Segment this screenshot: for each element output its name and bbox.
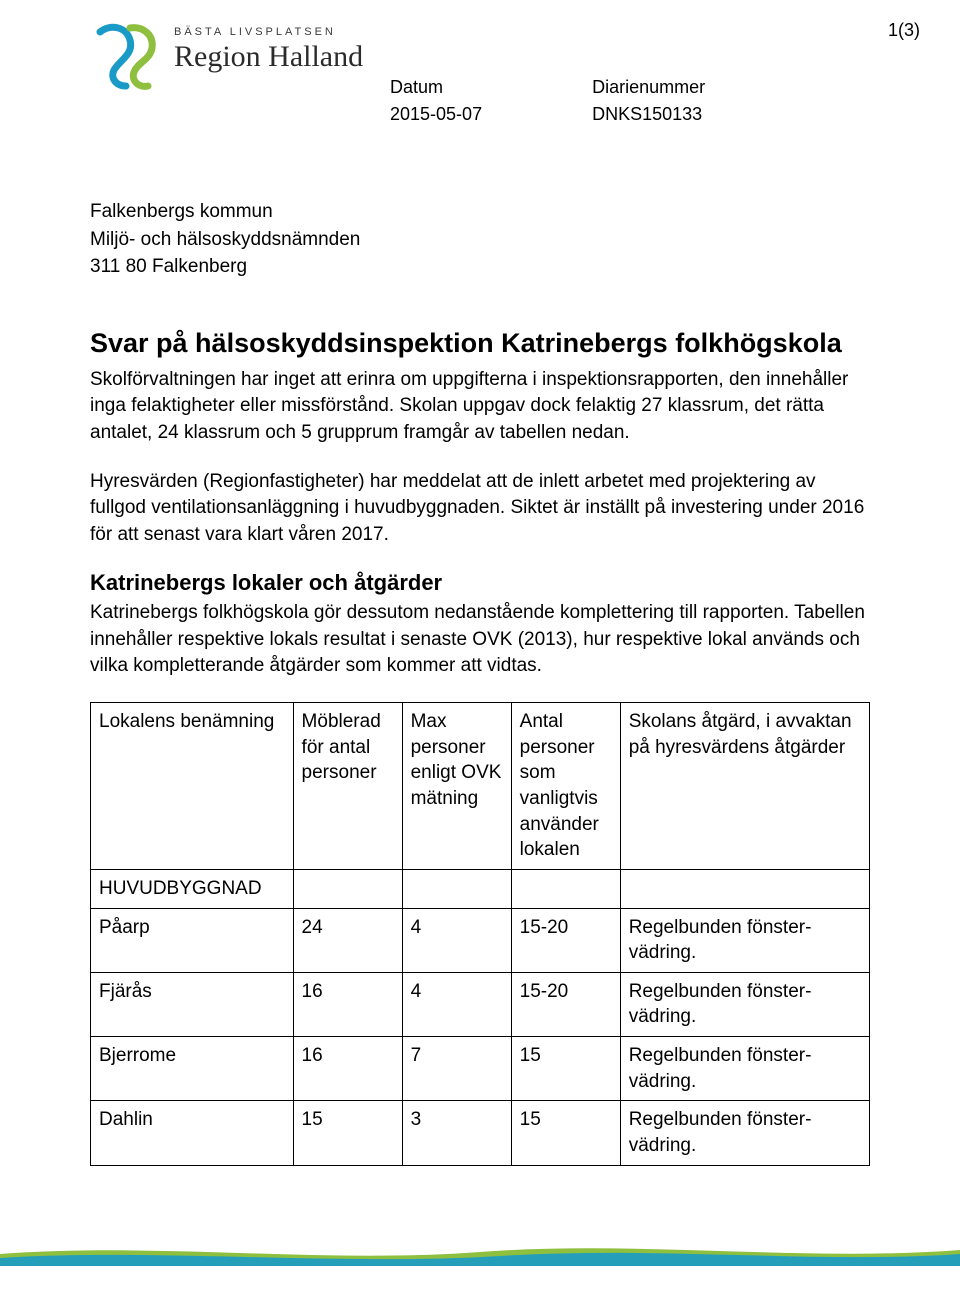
table-row: Dahlin 15 3 15 Regelbunden fönster-vädri…: [91, 1101, 870, 1165]
region-halland-logo-icon: [90, 20, 164, 94]
table-header-row: Lokalens benämning Möblerad för antal pe…: [91, 703, 870, 870]
cell-atgard: Regelbunden fönster-vädring.: [620, 972, 869, 1036]
table-subheader-row: HUVUDBYGGNAD: [91, 869, 870, 908]
paragraph: Hyresvärden (Regionfastigheter) har medd…: [90, 469, 870, 549]
table-row: Bjerrome 16 7 15 Regelbunden fönster-väd…: [91, 1037, 870, 1101]
addressee-line: 311 80 Falkenberg: [90, 253, 870, 281]
subheader-cell: HUVUDBYGGNAD: [91, 869, 294, 908]
paragraph: Skolförvaltningen har inget att erinra o…: [90, 367, 870, 447]
cell-moblerad: 24: [293, 908, 402, 972]
cell-name: Påarp: [91, 908, 294, 972]
diarienummer-label: Diarienummer: [592, 74, 705, 101]
cell-max-ovk: 4: [402, 908, 511, 972]
col-header: Möblerad för antal personer: [293, 703, 402, 870]
addressee-block: Falkenbergs kommun Miljö- och hälsoskydd…: [90, 198, 870, 281]
document-meta: Datum 2015-05-07 Diarienummer DNKS150133: [390, 74, 870, 128]
datum-label: Datum: [390, 74, 482, 101]
cell-atgard: Regelbunden fönster-vädring.: [620, 1101, 869, 1165]
cell-max-ovk: 4: [402, 972, 511, 1036]
logo-main-text: Region Halland: [174, 40, 363, 74]
addressee-line: Miljö- och hälsoskyddsnämnden: [90, 226, 870, 254]
cell-antal: 15: [511, 1101, 620, 1165]
cell-antal: 15-20: [511, 972, 620, 1036]
cell-name: Dahlin: [91, 1101, 294, 1165]
col-header: Skolans åtgärd, i avvaktan på hyresvärde…: [620, 703, 869, 870]
cell-atgard: Regelbunden fönster-vädring.: [620, 1037, 869, 1101]
cell-atgard: Regelbunden fönster-vädring.: [620, 908, 869, 972]
col-header: Max personer enligt OVK mätning: [402, 703, 511, 870]
diarienummer-value: DNKS150133: [592, 101, 705, 128]
page-number: 1(3): [888, 20, 920, 41]
cell-name: Bjerrome: [91, 1037, 294, 1101]
datum-value: 2015-05-07: [390, 101, 482, 128]
document-title: Svar på hälsoskyddsinspektion Katrineber…: [90, 326, 870, 361]
col-header: Antal personer som vanligtvis använder l…: [511, 703, 620, 870]
cell-max-ovk: 3: [402, 1101, 511, 1165]
table-row: Fjärås 16 4 15-20 Regelbunden fönster-vä…: [91, 972, 870, 1036]
cell-max-ovk: 7: [402, 1037, 511, 1101]
addressee-line: Falkenbergs kommun: [90, 198, 870, 226]
paragraph: Katrinebergs folkhögskola gör dessutom n…: [90, 600, 870, 680]
table-row: Påarp 24 4 15-20 Regelbunden fönster-väd…: [91, 908, 870, 972]
section-heading: Katrinebergs lokaler och åtgärder: [90, 570, 870, 596]
footer-wave-icon: [0, 1236, 960, 1266]
lokaler-table: Lokalens benämning Möblerad för antal pe…: [90, 702, 870, 1166]
cell-moblerad: 15: [293, 1101, 402, 1165]
logo-tagline: BÄSTA LIVSPLATSEN: [174, 26, 363, 38]
cell-moblerad: 16: [293, 972, 402, 1036]
col-header: Lokalens benämning: [91, 703, 294, 870]
cell-antal: 15-20: [511, 908, 620, 972]
cell-antal: 15: [511, 1037, 620, 1101]
cell-name: Fjärås: [91, 972, 294, 1036]
cell-moblerad: 16: [293, 1037, 402, 1101]
